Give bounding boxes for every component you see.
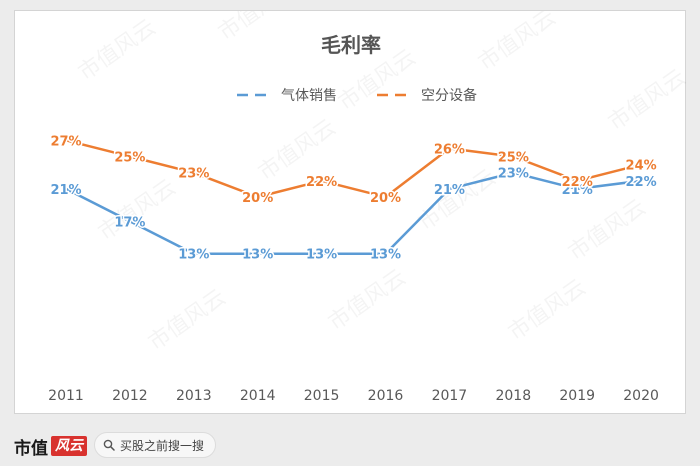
x-tick-label: 2019 [559,388,595,404]
legend-label-2: 空分设备 [421,87,477,104]
chart-title: 毛利率 [321,33,381,57]
data-label: 23% [498,167,529,182]
data-label: 21% [434,183,465,198]
data-label: 23% [178,167,209,182]
x-tick-label: 2016 [368,388,404,404]
x-tick-label: 2015 [304,388,340,404]
x-axis-ticks: 2011 2012 2013 2014 2015 2016 2017 2018 2019 2020 [48,388,659,404]
data-label: 25% [498,151,529,166]
data-label: 20% [370,191,401,206]
watermark-text: 市值风云 [324,265,410,336]
x-tick-label: 2013 [176,388,212,404]
legend-label-1: 气体销售 [281,88,337,104]
data-label: 22% [626,175,657,190]
footer-bar: 市值 风云 买股之前搜一搜 [0,418,700,466]
watermark-text: 市值风云 [214,11,300,46]
legend: 气体销售 空分设备 [237,87,477,104]
data-label: 22% [562,175,593,190]
x-tick-label: 2011 [48,388,84,404]
data-label: 21% [50,183,81,198]
watermark-text: 市值风云 [504,275,590,346]
brand-logo[interactable]: 市值 风云 [14,436,87,459]
data-label: 25% [114,151,145,166]
data-label: 20% [242,191,273,206]
watermark-text: 市值风云 [564,195,650,266]
data-label: 17% [114,215,145,230]
data-label: 22% [306,175,337,190]
brand-script: 风云 [51,436,87,456]
search-icon [103,439,115,451]
series-line-2 [64,139,643,199]
data-label: 13% [178,248,209,263]
watermark-text: 市值风云 [604,65,687,136]
data-label: 13% [306,248,337,263]
watermark-text: 市值风云 [74,15,160,86]
watermark-text: 市值风云 [144,285,230,356]
series-line-1 [64,171,643,255]
x-tick-label: 2020 [623,388,659,404]
x-tick-label: 2014 [240,388,276,404]
data-label: 26% [434,142,465,157]
chart-card: 市值风云 市值风云 市值风云 市值风云 市值风云 市值风云 市值风云 市值风云 市值风云 市值风云… [14,10,687,414]
data-label: 27% [50,134,81,149]
watermark-text: 市值风云 [414,165,500,236]
watermark-text: 市值风云 [474,11,560,76]
data-label: 13% [370,248,401,263]
data-label: 21% [562,183,593,198]
search-box[interactable]: 买股之前搜一搜 [94,432,216,458]
x-tick-label: 2017 [432,388,468,404]
data-label: 13% [242,248,273,263]
search-placeholder: 买股之前搜一搜 [120,438,205,453]
x-tick-label: 2018 [495,388,531,404]
brand-text: 市值 [14,438,48,459]
data-labels: 21%17%13% 13% 13% 13%21%23%21%22%27%25%23%2… [49,133,658,264]
data-label: 24% [626,159,657,174]
series-lines [64,139,643,255]
x-tick-label: 2012 [112,388,148,404]
